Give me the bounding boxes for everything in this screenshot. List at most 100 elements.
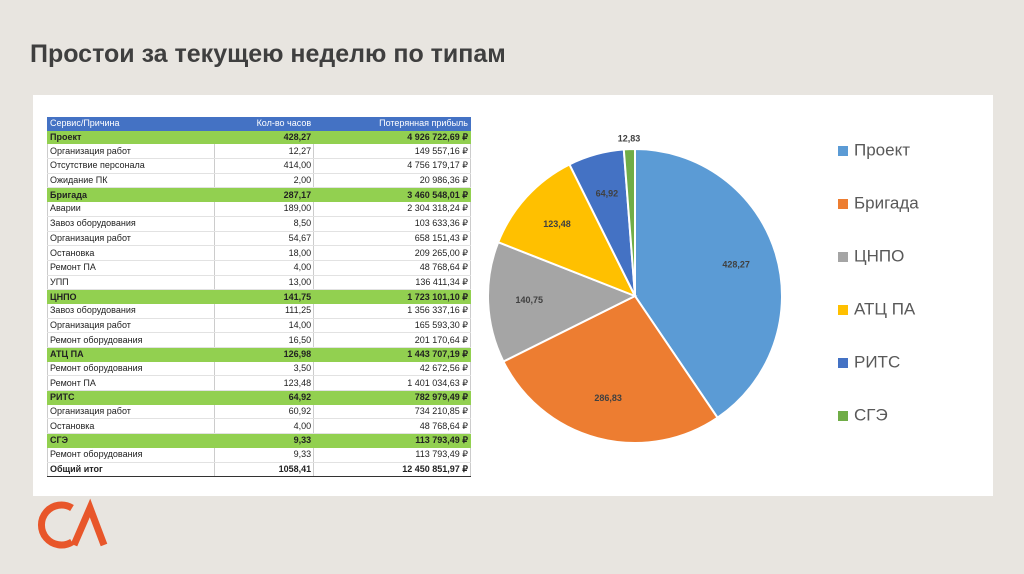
data-label: 64,92 [596,188,619,198]
table-cell: Завоз оборудования [47,216,215,232]
table-cell: 1 723 101,10 ₽ [313,289,471,304]
group-row: Проект 428,27 4 926 722,69 ₽ [47,130,471,145]
table-cell: Потерянная прибыль [313,117,471,131]
table-cell: 658 151,43 ₽ [313,231,471,247]
group-row: ЦНПО 141,75 1 723 101,10 ₽ [47,289,471,304]
table-cell: 2 304 318,24 ₽ [313,202,471,217]
logo [38,498,108,549]
table-cell: СГЭ [47,433,215,448]
item-row: Аварии 189,00 2 304 318,24 ₽ [47,202,471,217]
item-row: Ремонт ПА 123,48 1 401 034,63 ₽ [47,375,471,392]
table-cell: 12 450 851,97 ₽ [313,461,471,478]
logo-l [70,498,108,547]
table-cell: Общий итог [47,461,215,478]
table-cell: Организация работ [47,404,215,420]
table-cell: 9,33 [213,433,315,448]
group-row: Бригада 287,17 3 460 548,01 ₽ [47,187,471,203]
pie-slice [622,147,636,297]
table-cell: Организация работ [47,144,215,160]
table-cell: Бригада [47,187,215,203]
table-cell: Остановка [47,245,215,261]
data-label: 428,27 [722,259,750,269]
table-cell: 20 986,36 ₽ [313,173,471,189]
data-label: 123,48 [543,219,571,229]
table-cell: ЦНПО [47,289,215,304]
table-cell: 149 557,16 ₽ [313,144,471,160]
group-row: РИТС 64,92 782 979,49 ₽ [47,390,471,405]
table-cell: 201 170,64 ₽ [313,332,471,348]
table-cell: Ожидание ПК [47,173,215,189]
legend-swatch [838,358,848,368]
table-cell: Ремонт оборудования [47,361,215,377]
logo-c [38,501,74,549]
table-cell: 4 756 179,17 ₽ [313,158,471,174]
table-cell: 113 793,49 ₽ [313,447,471,463]
item-row: Завоз оборудования 111,25 1 356 337,16 ₽ [47,303,471,319]
data-label: 286,83 [594,393,622,403]
item-row: Остановка 4,00 48 768,64 ₽ [47,418,471,435]
table-cell: Аварии [47,202,215,217]
table-cell: 1 356 337,16 ₽ [313,303,471,319]
total-row: Общий итог 1058,41 12 450 851,97 ₽ [47,461,471,478]
table-cell: Остановка [47,418,215,435]
table-cell: 782 979,49 ₽ [313,390,471,405]
table-cell: Организация работ [47,231,215,247]
data-table: Сервис/Причина Кол-во часов Потерянная при… [47,117,471,478]
legend-swatch [838,305,848,315]
table-cell: 209 265,00 ₽ [313,245,471,261]
item-row: Организация работ 54,67 658 151,43 ₽ [47,231,471,247]
group-row: СГЭ 9,33 113 793,49 ₽ [47,433,471,448]
legend-swatch [838,252,848,262]
item-row: Организация работ 60,92 734 210,85 ₽ [47,404,471,420]
table-cell: Ремонт оборудования [47,447,215,463]
pie-slice [502,294,719,444]
table-cell: 64,92 [213,390,315,405]
legend-label: ЦНПО [854,246,904,265]
legend-swatch [838,146,848,156]
pie-slice [496,163,638,298]
legend-label: СГЭ [854,405,888,424]
table-cell: Организация работ [47,318,215,334]
item-row: УПП 13,00 136 411,34 ₽ [47,275,471,291]
table-cell: 4 926 722,69 ₽ [313,130,471,145]
pie-slice [487,240,638,363]
table-cell: РИТС [47,390,215,405]
table-cell: УПП [47,275,215,291]
table-cell: 136 411,34 ₽ [313,275,471,291]
legend-label: Проект [854,140,910,159]
table-cell: Ремонт ПА [47,260,215,276]
table-cell: АТЦ ПА [47,347,215,362]
data-label: 12,83 [618,133,641,143]
table-cell: Ремонт оборудования [47,332,215,348]
item-row: Отсутствие персонала 414,00 4 756 179,17 ₽ [47,158,471,174]
table-cell: 48 768,64 ₽ [313,418,471,435]
table-cell: Ремонт ПА [47,375,215,392]
group-row: АТЦ ПА 126,98 1 443 707,19 ₽ [47,347,471,362]
data-label: 140,75 [515,295,543,305]
table-cell: 734 210,85 ₽ [313,404,471,420]
table-cell: 165 593,30 ₽ [313,318,471,334]
table-cell: 1 401 034,63 ₽ [313,375,471,392]
pie-slice [634,147,783,420]
table-cell: Кол-во часов [213,117,315,131]
slide-title: Простои за текущею неделю по типам [30,40,506,68]
item-row: Ремонт оборудования 16,50 201 170,64 ₽ [47,332,471,348]
legend-swatch [838,199,848,209]
table-cell: 126,98 [213,347,315,362]
legend-label: РИТС [854,352,900,371]
table-cell: Сервис/Причина [47,117,215,131]
table-cell: 428,27 [213,130,315,145]
item-row: Ожидание ПК 2,00 20 986,36 ₽ [47,173,471,189]
table-cell: 48 768,64 ₽ [313,260,471,276]
table-cell: 42 672,56 ₽ [313,361,471,377]
table-cell: 113 793,49 ₽ [313,433,471,448]
table-cell: 287,17 [213,187,315,203]
header-row: Сервис/Причина Кол-во часов Потерянная при… [47,117,471,131]
table-cell: 141,75 [213,289,315,304]
table-cell: 3 460 548,01 ₽ [313,187,471,203]
table-cell: Завоз оборудования [47,303,215,319]
item-row: Ремонт оборудования 9,33 113 793,49 ₽ [47,447,471,463]
table-cell: 103 633,36 ₽ [313,216,471,232]
table-cell: Отсутствие персонала [47,158,215,174]
